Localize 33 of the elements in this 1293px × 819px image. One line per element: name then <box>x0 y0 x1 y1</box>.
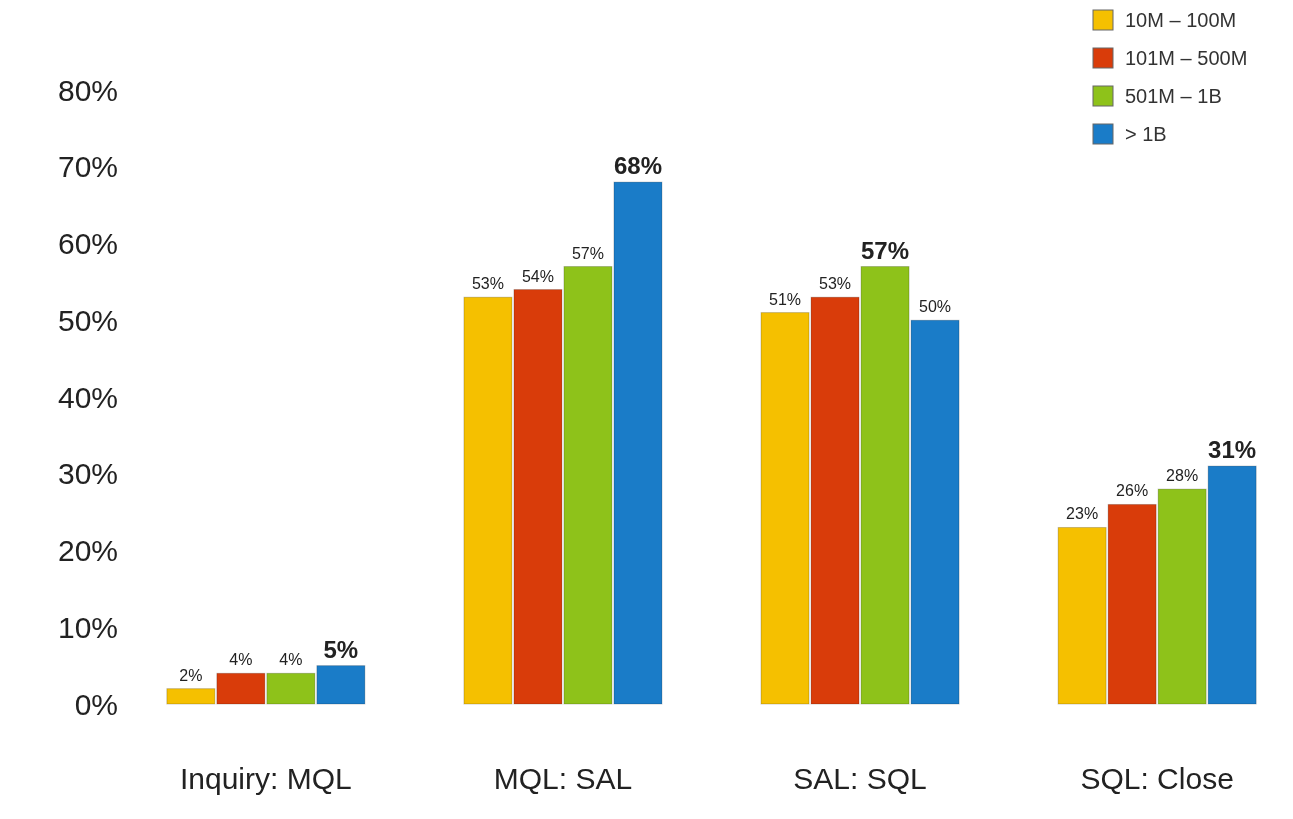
y-tick-label: 70% <box>57 150 118 184</box>
x-tick-label: Inquiry: MQL <box>180 762 352 795</box>
text: 26% <box>1116 482 1149 500</box>
y-tick-label: 40% <box>57 380 118 414</box>
x-tick-label: SAL: SQL <box>793 762 927 795</box>
text: 57% <box>571 244 604 262</box>
text: 2% <box>179 666 203 684</box>
y-tick-label: 50% <box>57 303 118 337</box>
text: 4% <box>229 651 253 669</box>
text: 68% <box>613 152 662 180</box>
y-tick-label: 80% <box>57 73 118 107</box>
text: 28% <box>1166 467 1199 485</box>
text: 51% <box>769 290 802 308</box>
text: 53% <box>471 275 504 293</box>
legend-label: 101M – 500M <box>1125 47 1248 69</box>
y-tick-label: 20% <box>57 534 118 567</box>
y-tick-label: 10% <box>57 610 118 644</box>
y-tick-label: 30% <box>57 457 118 491</box>
legend-label: 10M – 100M <box>1125 9 1237 31</box>
legend-label: > 1B <box>1125 123 1167 145</box>
text: 5% <box>323 635 359 663</box>
x-tick-label: MQL: SAL <box>493 762 633 795</box>
text: 4% <box>279 651 303 669</box>
x-tick-label: SQL: Close <box>1080 762 1234 795</box>
legend-label: 501M – 1B <box>1125 85 1222 107</box>
text: 31% <box>1208 436 1257 464</box>
y-tick-label: 60% <box>57 227 118 260</box>
text: 23% <box>1066 505 1099 523</box>
text: 54% <box>521 267 554 285</box>
text: 57% <box>861 236 910 264</box>
text: 53% <box>819 275 852 293</box>
text: 50% <box>919 298 952 316</box>
y-tick-label: 0% <box>74 687 118 721</box>
